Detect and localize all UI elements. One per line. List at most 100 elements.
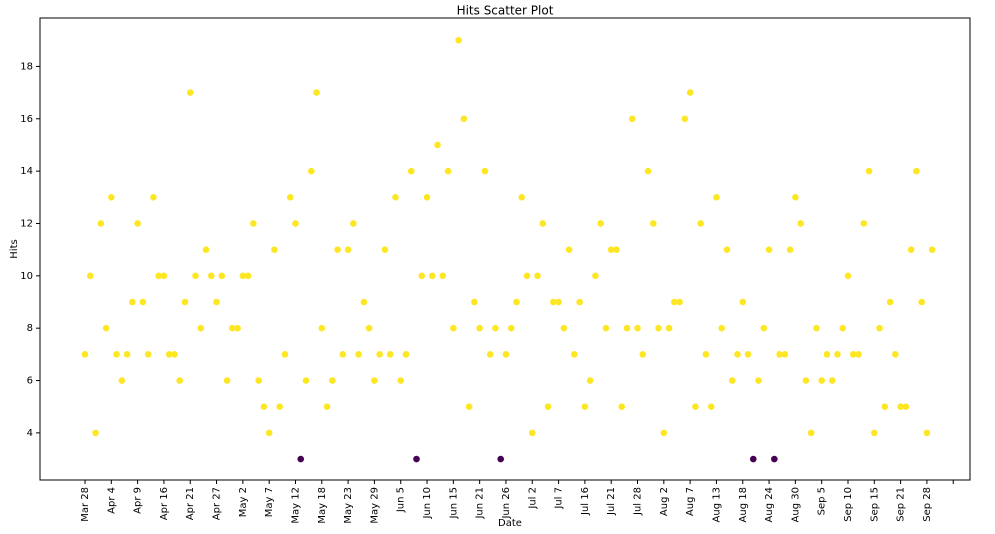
point [118,377,126,384]
y-axis-label: Hits [9,239,20,258]
point [123,351,131,358]
x-tick-label: Aug 24 [764,487,775,522]
point [592,272,599,280]
point [786,246,794,253]
point [428,272,436,280]
point [913,167,920,175]
point [139,298,147,306]
y-tick-label: 12 [20,218,33,229]
point [581,403,589,411]
point [760,324,768,332]
point [576,298,583,306]
point [365,324,373,332]
point [792,194,799,201]
point [681,115,689,123]
point [502,351,510,358]
point [360,298,368,306]
point [702,351,710,358]
point [613,246,620,253]
point [265,429,273,437]
point [213,298,220,306]
point [860,220,868,227]
x-tick-label: Jul 7 [554,487,565,510]
point [439,272,447,280]
x-tick-label: May 23 [343,487,354,524]
point [218,272,226,280]
point [165,351,173,358]
point [886,298,894,306]
point [744,351,752,358]
point [855,351,862,358]
x-tick-label: Apr 21 [185,487,196,520]
point [671,298,678,306]
x-tick-label: Aug 7 [685,487,696,516]
point [276,403,283,411]
x-tick-label: Jul 28 [633,487,644,516]
point [523,272,531,280]
point [871,429,878,437]
point [244,272,252,280]
x-tick-label: Jun 10 [422,487,433,520]
x-tick-label: Sep 10 [843,487,854,522]
point [755,377,762,384]
point [644,167,652,175]
point [618,403,626,411]
point [450,324,457,332]
point [697,220,704,227]
x-tick-label: Jun 21 [475,487,486,520]
point [634,324,641,332]
point [108,194,115,201]
point [255,377,262,384]
point [281,351,289,358]
point [207,272,215,280]
point [765,246,773,253]
point [497,455,504,463]
point [550,298,557,306]
point [665,324,673,332]
point [171,351,178,358]
point [297,455,305,463]
point [197,324,205,332]
point [602,324,610,332]
point [892,351,899,358]
x-tick-label: Aug 30 [790,487,801,522]
x-tick-label: Aug 2 [659,487,670,516]
point [186,89,194,96]
point [686,89,694,96]
x-tick-label: Apr 16 [159,487,170,520]
point [655,324,662,332]
point [565,246,573,253]
point [818,377,825,384]
x-tick-label: Apr 9 [133,487,144,514]
y-tick-label: 8 [27,323,33,334]
point [350,220,357,227]
point [92,429,99,437]
point [723,246,731,253]
point [907,246,915,253]
y-tick-label: 16 [20,114,33,125]
point [86,272,94,280]
point [586,377,594,384]
point [544,403,552,411]
point [881,403,889,411]
point [797,220,804,227]
x-tick-label: Jun 5 [396,487,407,513]
point [802,377,810,384]
point [876,324,883,332]
x-tick-label: Jul 21 [606,487,617,516]
point [455,36,462,44]
x-tick-label: Mar 28 [80,487,91,522]
plot-frame [39,17,971,481]
x-tick-label: Jul 16 [580,487,591,516]
point [849,351,857,358]
point [865,167,873,175]
point [202,246,210,253]
point [329,377,336,384]
point [465,403,473,411]
point [260,403,268,411]
point [229,324,236,332]
point [313,89,320,96]
point [339,351,347,358]
point [307,167,315,175]
y-tick-label: 14 [20,166,33,177]
